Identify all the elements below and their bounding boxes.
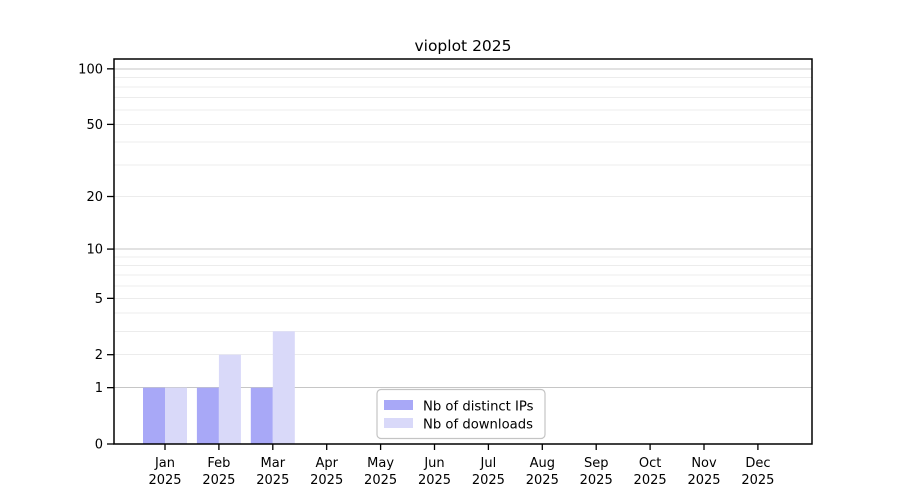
gridlines-minor (114, 76, 812, 356)
x-tick-year-nov: 2025 (687, 473, 720, 488)
x-tick-year-apr: 2025 (310, 473, 343, 488)
x-tick-month-may: May (367, 456, 394, 471)
legend-box (376, 388, 546, 440)
x-tick-month-mar: Mar (261, 456, 286, 471)
y-tick-label-20: 20 (86, 190, 103, 205)
bars (143, 331, 295, 444)
y-tick-label-5: 5 (95, 292, 103, 307)
plot-border (113, 58, 813, 445)
x-tick-month-apr: Apr (315, 456, 338, 471)
x-tick-year-aug: 2025 (526, 473, 559, 488)
x-tick-month-jul: Jul (480, 456, 497, 471)
x-tick-month-dec: Dec (745, 456, 770, 471)
x-tick-month-jan: Jan (154, 456, 175, 471)
x-tick-year-jan: 2025 (148, 473, 181, 488)
x-tick-month-jun: Jun (423, 456, 444, 471)
y-tick-label-100: 100 (78, 62, 103, 77)
bar-nb-of-downloads-jan (165, 387, 187, 444)
x-tick-year-feb: 2025 (202, 473, 235, 488)
bar-nb-of-downloads-feb (218, 354, 241, 444)
x-tick-month-nov: Nov (691, 456, 717, 471)
bar-nb-of-distinct-ips-feb (196, 387, 219, 444)
y-tick-label-0: 0 (95, 438, 103, 453)
x-tick-year-jul: 2025 (472, 473, 505, 488)
x-tick-year-sep: 2025 (580, 473, 613, 488)
bar-nb-of-distinct-ips-jan (143, 387, 165, 444)
legend-label-nb-of-downloads: Nb of downloads (423, 418, 533, 433)
y-tick-label-50: 50 (86, 118, 103, 133)
legend-label-nb-of-distinct-ips: Nb of distinct IPs (423, 400, 534, 415)
x-tick-year-may: 2025 (364, 473, 397, 488)
y-tick-label-2: 2 (95, 348, 103, 363)
x-tick-year-dec: 2025 (741, 473, 774, 488)
y-tick-label-10: 10 (86, 243, 103, 258)
y-axis: 0 1 2 5 10 20 50 100 (78, 62, 114, 453)
x-axis: Jan 2025 Feb 2025 Mar 2025 Apr 2025 May 2025 Jun 20… (148, 444, 774, 488)
x-tick-month-oct: Oct (639, 456, 661, 471)
x-tick-month-aug: Aug (530, 456, 555, 471)
bar-nb-of-distinct-ips-mar (250, 387, 273, 444)
x-tick-year-mar: 2025 (256, 473, 289, 488)
legend-swatch-nb-of-distinct-ips (384, 400, 413, 410)
y-tick-label-1: 1 (95, 381, 103, 396)
gridlines-major (114, 68, 812, 389)
x-tick-year-jun: 2025 (418, 473, 451, 488)
chart-title: vioplot 2025 (414, 37, 511, 55)
legend-swatch-nb-of-downloads (384, 418, 413, 428)
x-tick-year-oct: 2025 (634, 473, 667, 488)
x-tick-month-feb: Feb (207, 456, 230, 471)
bar-nb-of-downloads-mar (272, 331, 295, 444)
x-tick-month-sep: Sep (584, 456, 609, 471)
legend: Nb of distinct IPs Nb of downloads (376, 388, 546, 440)
